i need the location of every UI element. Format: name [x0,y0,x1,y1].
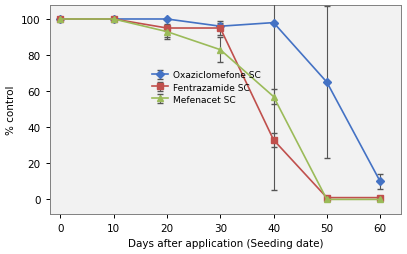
X-axis label: Days after application (Seeding date): Days after application (Seeding date) [128,239,323,248]
Legend: Oxaziclomefone SC, Fentrazamide SC, Mefenacet SC: Oxaziclomefone SC, Fentrazamide SC, Mefe… [149,68,263,107]
Y-axis label: % control: % control [6,85,15,134]
